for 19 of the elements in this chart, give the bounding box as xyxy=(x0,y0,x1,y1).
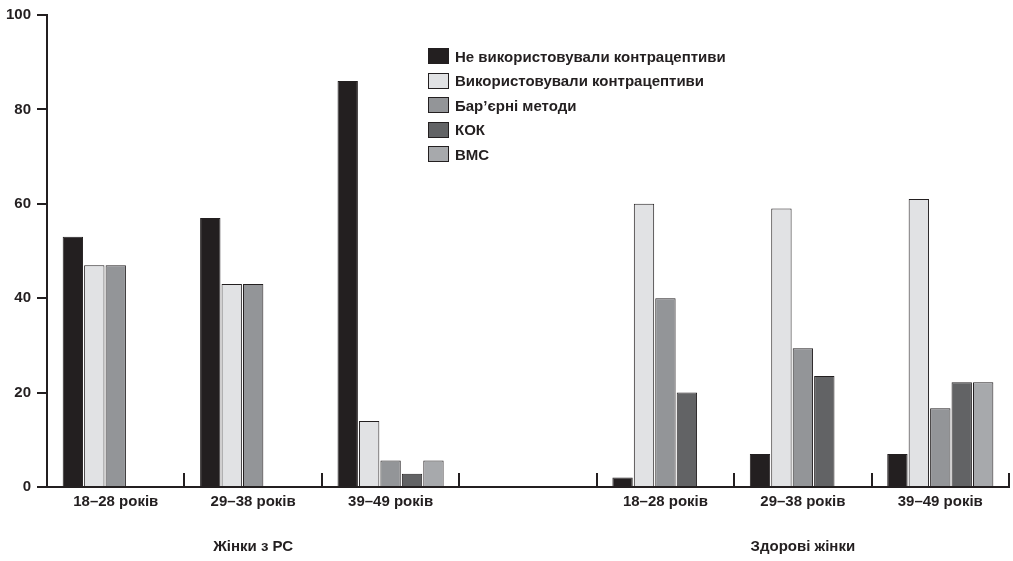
x-tick-label: 29–38 років xyxy=(210,492,296,510)
x-tick-label: 18–28 років xyxy=(73,492,159,510)
text: Жінки з РС xyxy=(212,537,294,555)
y-tick-label: 60 xyxy=(14,193,32,211)
legend-label: Не використовували контрацептиви xyxy=(455,47,726,65)
x-tick-label: 39–49 років xyxy=(897,492,983,510)
y-tick-label: 100 xyxy=(6,5,32,23)
legend-label: КОК xyxy=(455,121,485,139)
legend-label: ВМС xyxy=(455,145,490,163)
text: Здорові жінки xyxy=(750,537,856,555)
y-tick-label: 0 xyxy=(22,477,32,495)
x-tick-label: 29–38 років xyxy=(760,492,846,510)
legend-label: Використовували контрацептиви xyxy=(455,72,705,90)
x-tick-label: 39–49 років xyxy=(348,492,434,510)
y-tick-label: 20 xyxy=(14,382,32,400)
x-tick-label: 18–28 років xyxy=(622,492,708,510)
legend-label: Бар’єрні методи xyxy=(455,96,577,114)
y-tick-label: 80 xyxy=(14,99,32,117)
y-tick-label: 40 xyxy=(14,288,32,306)
